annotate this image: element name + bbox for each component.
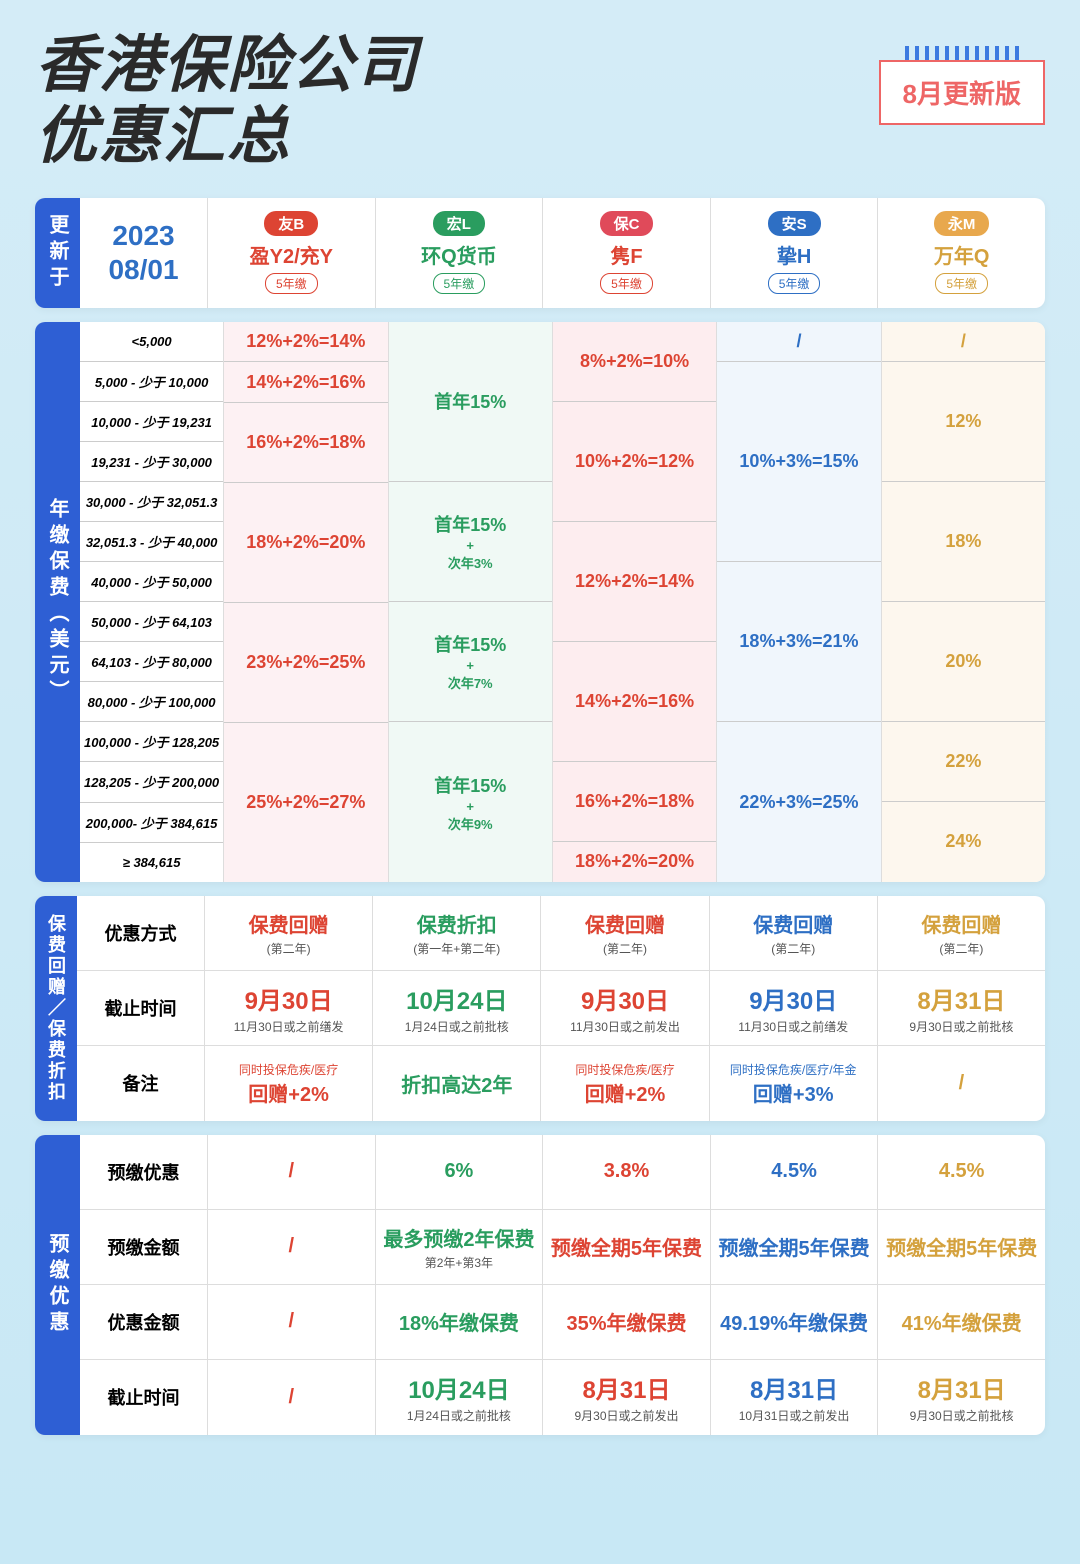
cell: 保费回赠(第二年) bbox=[878, 896, 1045, 970]
tier-cell: 首年15%+ 次年7% bbox=[389, 602, 552, 722]
row-label: 优惠方式 bbox=[77, 896, 205, 970]
company-m: 永M 万年Q 5年缴 bbox=[878, 198, 1045, 308]
tier-cell: 20% bbox=[882, 602, 1045, 722]
tier-label: 10,000 - 少于 19,231 bbox=[80, 402, 223, 442]
row-label: 预缴优惠 bbox=[80, 1135, 208, 1209]
cell: 41%年缴保费 bbox=[878, 1285, 1045, 1359]
cell: 同时投保危疾/医疗回赠+2% bbox=[205, 1046, 373, 1121]
company-b: 友B 盈Y2/充Y 5年缴 bbox=[208, 198, 376, 308]
update-date: 202308/01 bbox=[80, 198, 208, 308]
tier-cell: 16%+2%=18% bbox=[553, 762, 716, 842]
tier-cell: 首年15% bbox=[389, 322, 552, 482]
page-title: 香港保险公司优惠汇总 bbox=[35, 30, 419, 173]
tier-label: 5,000 - 少于 10,000 bbox=[80, 362, 223, 402]
tier-col-l: 首年15%首年15%+ 次年3%首年15%+ 次年7%首年15%+ 次年9% bbox=[389, 322, 553, 882]
tier-col-b: 12%+2%=14%14%+2%=16%16%+2%=18%18%+2%=20%… bbox=[224, 322, 388, 882]
cell: 折扣高达2年 bbox=[373, 1046, 541, 1121]
tier-cell: 24% bbox=[882, 802, 1045, 881]
cell: / bbox=[208, 1210, 376, 1284]
cell: 保费回赠(第二年) bbox=[710, 896, 878, 970]
tier-cell: 10%+3%=15% bbox=[717, 362, 880, 562]
cell: 3.8% bbox=[543, 1135, 711, 1209]
cell: 9月30日11月30日或之前发出 bbox=[541, 971, 709, 1045]
tier-col-s: /10%+3%=15%18%+3%=21%22%+3%=25% bbox=[717, 322, 881, 882]
cell: 同时投保危疾/医疗回赠+2% bbox=[541, 1046, 709, 1121]
tier-cell: 12%+2%=14% bbox=[224, 322, 387, 363]
tier-cell: 23%+2%=25% bbox=[224, 603, 387, 723]
version-badge: 8月更新版 bbox=[879, 60, 1045, 125]
tier-cell: 首年15%+ 次年9% bbox=[389, 722, 552, 881]
cell: 6% bbox=[376, 1135, 544, 1209]
cell: / bbox=[208, 1285, 376, 1359]
cell: 9月30日11月30日或之前缮发 bbox=[710, 971, 878, 1045]
cell: 同时投保危疾/医疗/年金回赠+3% bbox=[710, 1046, 878, 1121]
tier-cell: 14%+2%=16% bbox=[553, 642, 716, 762]
tier-label: 32,051.3 - 少于 40,000 bbox=[80, 522, 223, 562]
section-label-tiers: 年缴保费（美元） bbox=[35, 322, 80, 882]
tier-cell: 18%+2%=20% bbox=[553, 842, 716, 882]
tier-label: 30,000 - 少于 32,051.3 bbox=[80, 482, 223, 522]
company-c: 保C 隽F 5年缴 bbox=[543, 198, 711, 308]
tier-cell: 25%+2%=27% bbox=[224, 723, 387, 882]
tier-cell: 18%+2%=20% bbox=[224, 483, 387, 603]
section-label-rebate: 保费回赠／保费折扣 bbox=[35, 896, 77, 1121]
cell: 8月31日10月31日或之前发出 bbox=[711, 1360, 879, 1435]
row-label: 备注 bbox=[77, 1046, 205, 1121]
section-label-update: 更新于 bbox=[35, 198, 80, 308]
company-l: 宏L 环Q货币 5年缴 bbox=[376, 198, 544, 308]
cell: 保费回赠(第二年) bbox=[541, 896, 709, 970]
tier-cell: 12% bbox=[882, 362, 1045, 482]
cell: 49.19%年缴保费 bbox=[711, 1285, 879, 1359]
company-s: 安S 挚H 5年缴 bbox=[711, 198, 879, 308]
tier-cell: 12%+2%=14% bbox=[553, 522, 716, 642]
cell: 预缴全期5年保费 bbox=[543, 1210, 711, 1284]
tier-label: 200,000- 少于 384,615 bbox=[80, 803, 223, 843]
tier-col-c: 8%+2%=10%10%+2%=12%12%+2%=14%14%+2%=16%1… bbox=[553, 322, 717, 882]
row-label: 优惠金额 bbox=[80, 1285, 208, 1359]
tier-label: 19,231 - 少于 30,000 bbox=[80, 442, 223, 482]
tier-col-m: /12%18%20%22%24% bbox=[882, 322, 1045, 882]
cell: 8月31日9月30日或之前批核 bbox=[878, 1360, 1045, 1435]
tier-cell: / bbox=[717, 322, 880, 363]
cell: / bbox=[208, 1360, 376, 1435]
tier-cell: 8%+2%=10% bbox=[553, 322, 716, 402]
cell: 8月31日9月30日或之前批核 bbox=[878, 971, 1045, 1045]
cell: 保费回赠(第二年) bbox=[205, 896, 373, 970]
cell: / bbox=[208, 1135, 376, 1209]
tier-cell: 22%+3%=25% bbox=[717, 722, 880, 881]
tier-label: 128,205 - 少于 200,000 bbox=[80, 762, 223, 802]
row-label: 截止时间 bbox=[80, 1360, 208, 1435]
cell: 35%年缴保费 bbox=[543, 1285, 711, 1359]
cell: 预缴全期5年保费 bbox=[711, 1210, 879, 1284]
tier-label: 80,000 - 少于 100,000 bbox=[80, 682, 223, 722]
tier-cell: / bbox=[882, 322, 1045, 363]
cell: 最多预缴2年保费第2年+第3年 bbox=[376, 1210, 544, 1284]
cell: 18%年缴保费 bbox=[376, 1285, 544, 1359]
tier-label: 40,000 - 少于 50,000 bbox=[80, 562, 223, 602]
tier-cell: 18%+3%=21% bbox=[717, 562, 880, 722]
tier-cell: 首年15%+ 次年3% bbox=[389, 482, 552, 602]
section-label-prepay: 预缴优惠 bbox=[35, 1135, 80, 1435]
row-label: 预缴金额 bbox=[80, 1210, 208, 1284]
cell: 8月31日9月30日或之前发出 bbox=[543, 1360, 711, 1435]
tier-cell: 14%+2%=16% bbox=[224, 362, 387, 403]
tier-cell: 22% bbox=[882, 722, 1045, 802]
tier-label: <5,000 bbox=[80, 322, 223, 362]
cell: 10月24日1月24日或之前批核 bbox=[373, 971, 541, 1045]
tier-label: 100,000 - 少于 128,205 bbox=[80, 722, 223, 762]
cell: 预缴全期5年保费 bbox=[878, 1210, 1045, 1284]
cell: 4.5% bbox=[878, 1135, 1045, 1209]
tier-cell: 18% bbox=[882, 482, 1045, 602]
tier-label: 50,000 - 少于 64,103 bbox=[80, 602, 223, 642]
tier-label: ≥ 384,615 bbox=[80, 843, 223, 882]
row-label: 截止时间 bbox=[77, 971, 205, 1045]
tier-label: 64,103 - 少于 80,000 bbox=[80, 642, 223, 682]
cell: 4.5% bbox=[711, 1135, 879, 1209]
cell: 10月24日1月24日或之前批核 bbox=[376, 1360, 544, 1435]
cell: 保费折扣(第一年+第二年) bbox=[373, 896, 541, 970]
cell: / bbox=[878, 1046, 1045, 1121]
tier-cell: 10%+2%=12% bbox=[553, 402, 716, 522]
tier-cell: 16%+2%=18% bbox=[224, 403, 387, 483]
cell: 9月30日11月30日或之前缮发 bbox=[205, 971, 373, 1045]
